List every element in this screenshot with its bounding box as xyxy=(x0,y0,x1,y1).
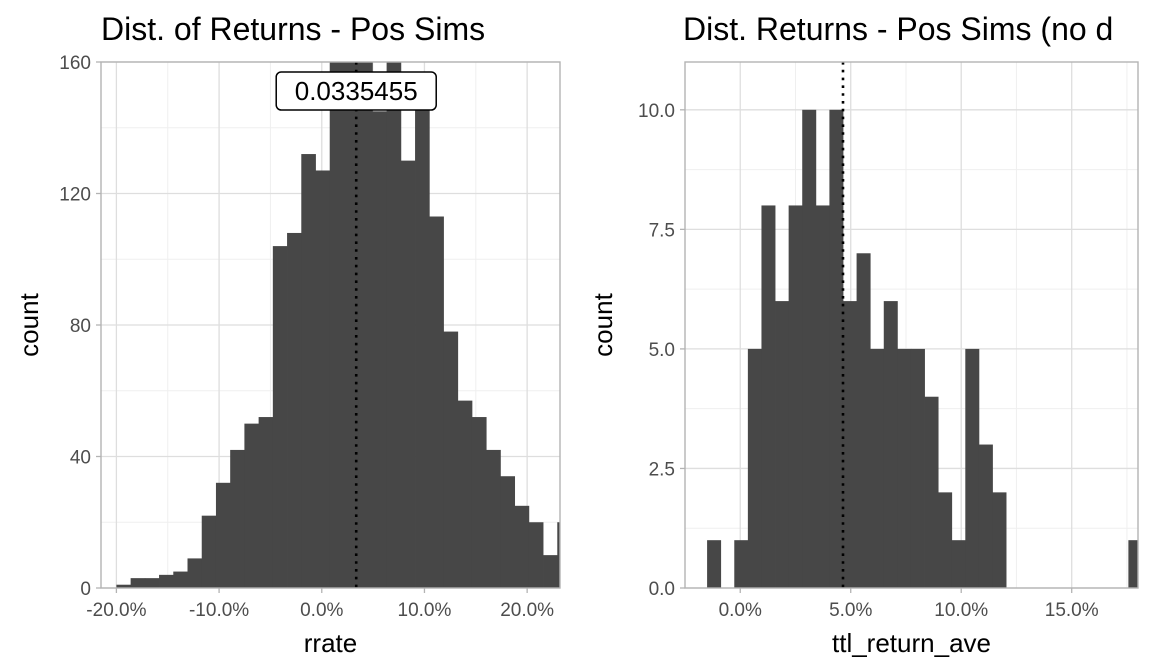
x-tick-label: 0.0% xyxy=(719,600,762,621)
histogram-bar xyxy=(829,109,844,588)
histogram-bar xyxy=(856,253,871,588)
histogram-bar xyxy=(329,62,345,588)
histogram-bar xyxy=(965,348,980,588)
histogram-bar xyxy=(130,578,146,588)
histogram-bar xyxy=(938,492,953,588)
histogram-bar xyxy=(400,160,416,588)
histogram-bar xyxy=(258,417,274,588)
histogram-bar xyxy=(358,62,373,588)
panel-border xyxy=(684,61,1139,589)
histogram-bar xyxy=(187,558,203,588)
histogram-bar xyxy=(910,348,925,588)
chart-panel-returns-no-d: 0.0% 5.0% 10.0% 15.0% 0.0 2.5 5.0 7.5 10.0 Dist. … xyxy=(588,11,1139,658)
y-tick-label: 120 xyxy=(59,185,91,206)
histogram-bar xyxy=(443,331,459,588)
histogram-bar xyxy=(315,170,331,588)
histogram-bar xyxy=(230,449,245,588)
histogram-bar xyxy=(761,205,776,588)
histogram-bar xyxy=(924,396,939,588)
x-axis-title: ttl_return_ave xyxy=(832,628,991,658)
histogram-bar xyxy=(897,348,912,588)
histogram-bar xyxy=(201,515,217,588)
y-tick-label: 2.5 xyxy=(649,459,675,480)
histogram-bar xyxy=(528,522,544,588)
y-tick-label: 160 xyxy=(59,53,91,74)
histogram-bar xyxy=(429,216,444,588)
histogram-bar xyxy=(159,574,174,588)
histogram-bar xyxy=(951,540,966,588)
x-tick-label: -10.0% xyxy=(189,600,249,621)
histogram-bar xyxy=(457,400,473,588)
histogram-bar xyxy=(343,62,359,588)
chart-title: Dist. of Returns - Pos Sims xyxy=(101,11,485,47)
histogram-bars xyxy=(116,62,560,588)
y-tick-label: 5.0 xyxy=(649,340,675,361)
histogram-bar xyxy=(543,555,558,588)
x-tick-label: 10.0% xyxy=(934,600,988,621)
histogram-bar xyxy=(486,449,501,588)
histogram-bar xyxy=(842,301,857,588)
histogram-bar xyxy=(173,571,188,588)
histogram-bar xyxy=(244,423,260,588)
histogram-bar xyxy=(116,584,132,588)
histogram-bar xyxy=(272,246,288,588)
x-tick-label: 15.0% xyxy=(1045,600,1099,621)
histogram-bars xyxy=(707,109,1138,588)
histogram-bar xyxy=(415,94,430,588)
x-tick-label: 20.0% xyxy=(500,600,554,621)
y-axis-title: count xyxy=(588,292,618,356)
histogram-bar xyxy=(1128,540,1138,588)
histogram-bar xyxy=(471,417,487,588)
histogram-bar xyxy=(802,109,817,588)
y-tick-label: 7.5 xyxy=(649,220,675,241)
x-tick-label: -20.0% xyxy=(86,600,146,621)
chart-title: Dist. Returns - Pos Sims (no d xyxy=(683,11,1113,47)
y-tick-label: 0 xyxy=(80,579,91,600)
y-tick-label: 80 xyxy=(70,316,91,337)
histogram-bar xyxy=(734,540,749,588)
histogram-bar xyxy=(788,205,803,588)
y-tick-label: 40 xyxy=(70,448,91,469)
y-tick-label: 10.0 xyxy=(638,101,675,122)
x-axis-title: rrate xyxy=(304,628,357,658)
y-axis-title: count xyxy=(14,292,44,356)
histogram-bar xyxy=(500,476,516,588)
histogram-bar xyxy=(775,301,790,588)
histogram-bar xyxy=(372,111,388,588)
histogram-bar xyxy=(992,492,1007,588)
histogram-bar xyxy=(747,348,762,588)
chart-panel-returns: 0.0335455 -20.0% -10.0% 0.0% 10.0% 20.0% 0 40 80… xyxy=(14,11,561,658)
x-tick-label: 10.0% xyxy=(398,600,452,621)
histogram-bar xyxy=(557,522,560,588)
histogram-bar xyxy=(301,154,316,588)
histogram-bar xyxy=(144,578,160,588)
histogram-bar xyxy=(514,505,530,588)
x-tick-label: 5.0% xyxy=(829,600,872,621)
histogram-bar xyxy=(870,348,885,588)
histogram-bar xyxy=(287,232,302,588)
histogram-bar xyxy=(978,444,993,588)
histogram-bar xyxy=(883,301,898,588)
mean-annotation-box xyxy=(275,71,437,111)
histogram-bar xyxy=(215,482,231,588)
histogram-bar xyxy=(815,205,830,588)
histogram-bar xyxy=(707,540,722,588)
mean-annotation-label: 0.0335455 xyxy=(295,76,418,106)
x-tick-label: 0.0% xyxy=(300,600,343,621)
histogram-bar xyxy=(386,62,402,588)
y-tick-label: 0.0 xyxy=(649,579,675,600)
